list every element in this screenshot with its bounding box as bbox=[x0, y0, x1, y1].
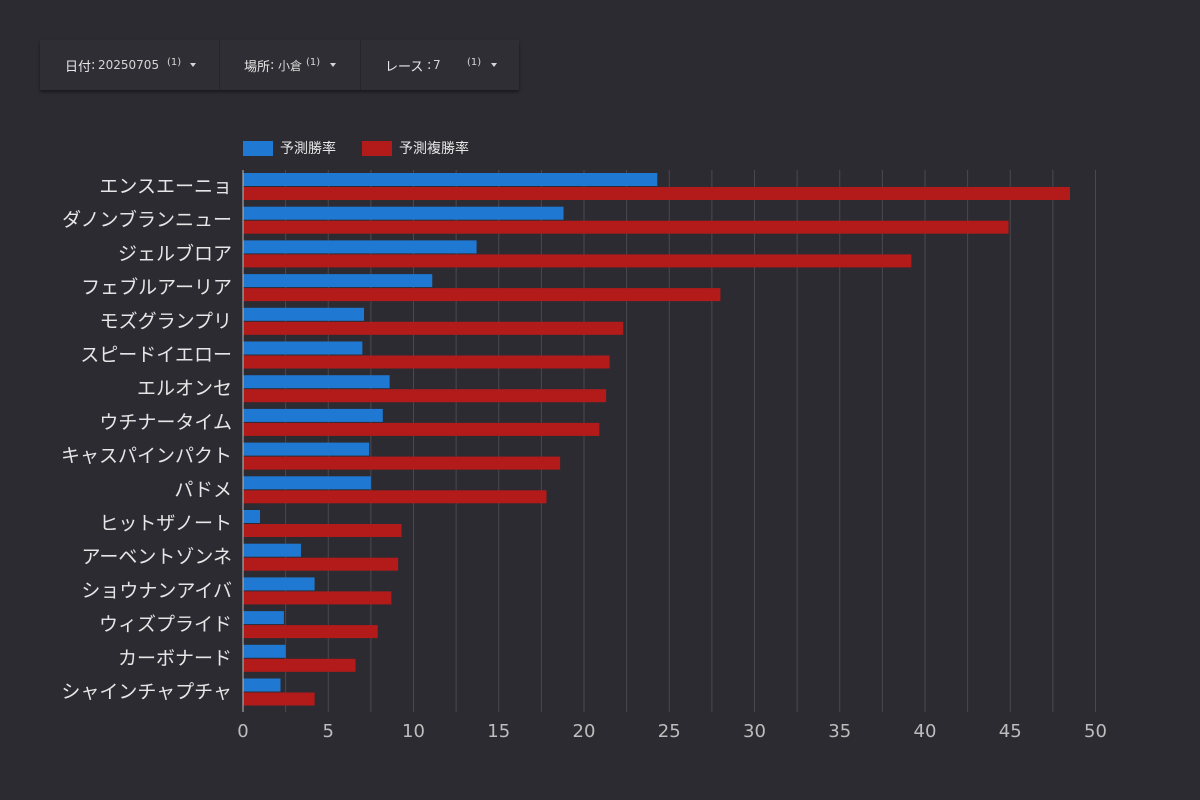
filter-venue-value: 小倉 bbox=[278, 58, 303, 73]
x-axis-ticks: 0 5 10 15 20 25 30 35 40 45 50 bbox=[237, 721, 1107, 742]
bar-win-rate[interactable] bbox=[243, 307, 365, 321]
category-label: モズグランプリ bbox=[100, 310, 232, 332]
filter-race-value: 7 bbox=[433, 58, 441, 72]
category-label: フェブルアーリア bbox=[81, 276, 232, 299]
x-tick-label: 50 bbox=[1084, 721, 1107, 742]
bar-win-rate[interactable] bbox=[243, 206, 564, 220]
bar-win-rate[interactable] bbox=[243, 240, 477, 254]
bar-place-rate[interactable] bbox=[243, 187, 1070, 200]
filter-race[interactable]: レース : 7 (1) bbox=[361, 40, 519, 90]
bar-win-rate[interactable] bbox=[243, 375, 390, 389]
bar-place-rate[interactable] bbox=[243, 625, 378, 639]
legend: 予測勝率 予測複勝率 bbox=[243, 140, 469, 157]
bar-place-rate[interactable] bbox=[243, 254, 912, 268]
legend-label: 予測勝率 bbox=[280, 140, 336, 157]
bar-place-rate[interactable] bbox=[243, 355, 610, 369]
filter-date-value: 20250705 bbox=[98, 58, 160, 72]
category-labels: エンスエーニョダノンブランニュージェルブロアフェブルアーリアモズグランプリスピー… bbox=[61, 176, 232, 704]
category-label: パドメ bbox=[174, 479, 232, 501]
bar-place-rate[interactable] bbox=[243, 524, 402, 537]
bar-place-rate[interactable] bbox=[243, 422, 600, 436]
legend-swatch bbox=[243, 141, 273, 156]
x-tick-label: 20 bbox=[573, 721, 596, 742]
category-label: ショウナンアイバ bbox=[81, 580, 232, 602]
filter-date-label: 日付 bbox=[65, 59, 92, 75]
filter-bar: 日付 : 20250705 (1) 場所 : 小倉 (1) レース : 7 (1… bbox=[40, 40, 519, 90]
bar-win-rate[interactable] bbox=[243, 678, 281, 692]
bar-win-rate[interactable] bbox=[243, 543, 301, 557]
category-label: キャスパインパクト bbox=[61, 445, 232, 467]
bar-win-rate[interactable] bbox=[243, 577, 315, 591]
filter-race-label: レース bbox=[385, 59, 424, 75]
category-label: シャインチャプチャ bbox=[61, 681, 232, 703]
bar-win-rate[interactable] bbox=[243, 476, 371, 490]
x-tick-label: 5 bbox=[323, 721, 334, 742]
bar-place-rate[interactable] bbox=[243, 389, 607, 403]
legend-label: 予測複勝率 bbox=[399, 140, 469, 157]
legend-swatch bbox=[362, 141, 392, 156]
bar-place-rate[interactable] bbox=[243, 658, 356, 672]
bar-win-rate[interactable] bbox=[243, 274, 433, 288]
bar-win-rate[interactable] bbox=[243, 341, 363, 355]
bar-place-rate[interactable] bbox=[243, 591, 392, 605]
x-tick-label: 45 bbox=[999, 721, 1022, 742]
category-label: エンスエーニョ bbox=[99, 176, 232, 198]
category-label: スピードイエロー bbox=[80, 344, 232, 366]
x-tick-label: 40 bbox=[914, 721, 937, 742]
bar-place-rate[interactable] bbox=[243, 321, 624, 335]
x-tick-label: 25 bbox=[658, 721, 681, 742]
category-label: カーボナード bbox=[118, 647, 232, 669]
bar-win-rate[interactable] bbox=[243, 173, 658, 186]
bar-place-rate[interactable] bbox=[243, 456, 561, 470]
bar-place-rate[interactable] bbox=[243, 490, 547, 504]
bar-win-rate[interactable] bbox=[243, 644, 286, 658]
bar-win-rate[interactable] bbox=[243, 611, 284, 625]
category-label: ダノンブランニュー bbox=[62, 208, 232, 231]
caret-down-icon bbox=[330, 63, 336, 67]
bar-place-rate[interactable] bbox=[243, 220, 1009, 234]
caret-down-icon bbox=[190, 63, 196, 67]
category-label: エルオンセ bbox=[137, 378, 232, 400]
bar-place-rate[interactable] bbox=[243, 288, 721, 302]
bar-win-rate[interactable] bbox=[243, 510, 261, 523]
category-label: ウィズプライド bbox=[99, 614, 232, 636]
filter-race-count: (1) bbox=[467, 57, 482, 68]
bar-place-rate[interactable] bbox=[243, 692, 315, 706]
x-tick-label: 15 bbox=[487, 721, 510, 742]
category-label: アーベントゾンネ bbox=[82, 546, 232, 568]
category-label: ヒットザノート bbox=[99, 513, 232, 535]
x-tick-label: 0 bbox=[237, 721, 248, 742]
bar-win-rate[interactable] bbox=[243, 408, 383, 422]
bars bbox=[243, 173, 1070, 706]
filter-venue-count: (1) bbox=[306, 57, 321, 68]
category-label: ウチナータイム bbox=[99, 411, 232, 433]
x-tick-label: 10 bbox=[402, 721, 425, 742]
filter-venue[interactable]: 場所 : 小倉 (1) bbox=[220, 40, 361, 90]
x-tick-label: 35 bbox=[828, 721, 851, 742]
x-tick-label: 30 bbox=[743, 721, 766, 742]
category-label: ジェルブロア bbox=[118, 242, 232, 265]
filter-date-count: (1) bbox=[167, 57, 182, 68]
filter-venue-label: 場所 bbox=[244, 59, 271, 75]
caret-down-icon bbox=[491, 63, 497, 67]
filter-date[interactable]: 日付 : 20250705 (1) bbox=[40, 40, 220, 90]
bar-place-rate[interactable] bbox=[243, 557, 399, 571]
bar-win-rate[interactable] bbox=[243, 442, 370, 456]
